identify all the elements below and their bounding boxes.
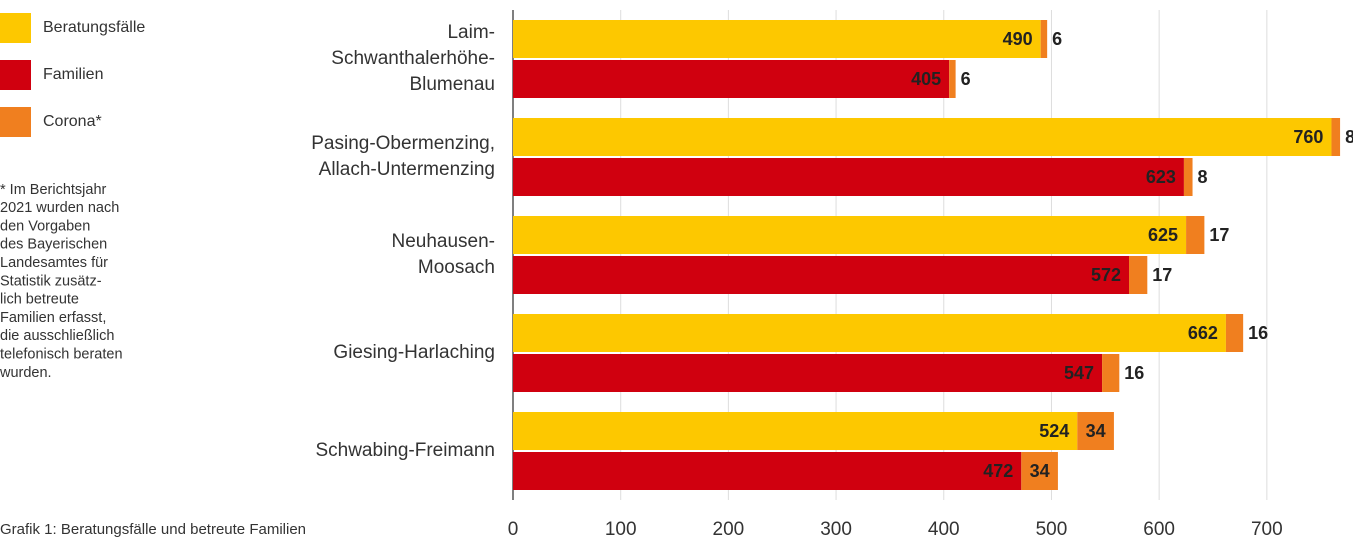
value-label: 524 bbox=[1039, 421, 1069, 441]
note-line: den Vorgaben bbox=[0, 218, 90, 234]
bar bbox=[513, 216, 1187, 254]
bar-segment bbox=[949, 60, 956, 98]
value-label: 8 bbox=[1198, 167, 1208, 187]
category-label: Pasing-Obermenzing, bbox=[311, 133, 495, 154]
bar-segment bbox=[1102, 354, 1120, 392]
x-tick-label: 300 bbox=[820, 519, 852, 540]
x-tick-label: 0 bbox=[508, 519, 519, 540]
legend-label: Beratungsfälle bbox=[43, 19, 145, 36]
legend-swatch bbox=[0, 13, 31, 43]
value-label: 34 bbox=[1030, 461, 1050, 481]
x-tick-label: 500 bbox=[1036, 519, 1068, 540]
value-label: 760 bbox=[1293, 127, 1323, 147]
bar bbox=[513, 354, 1103, 392]
bar-segment bbox=[1129, 256, 1148, 294]
value-label: 490 bbox=[1003, 29, 1033, 49]
value-label: 6 bbox=[961, 69, 971, 89]
value-label: 625 bbox=[1148, 225, 1178, 245]
value-label: 623 bbox=[1146, 167, 1176, 187]
category-label: Blumenau bbox=[409, 74, 495, 95]
bar-segment bbox=[1077, 412, 1114, 450]
bar-segment bbox=[1186, 216, 1205, 254]
x-tick-label: 700 bbox=[1251, 519, 1283, 540]
value-label: 34 bbox=[1086, 421, 1106, 441]
note-line: Statistik zusätz- bbox=[0, 273, 102, 289]
note-line: Familien erfasst, bbox=[0, 310, 106, 326]
category-label: Schwabing-Freimann bbox=[315, 440, 495, 461]
bar-segment bbox=[1040, 20, 1048, 58]
note-line: 2021 wurden nach bbox=[0, 200, 119, 216]
category-label: Moosach bbox=[418, 257, 495, 278]
bar bbox=[513, 256, 1129, 294]
value-label: 662 bbox=[1188, 323, 1218, 343]
legend-swatch bbox=[0, 107, 31, 137]
bar bbox=[513, 20, 1041, 58]
value-label: 17 bbox=[1209, 225, 1229, 245]
value-label: 405 bbox=[911, 69, 941, 89]
value-label: 547 bbox=[1064, 363, 1094, 383]
note-line: * Im Berichtsjahr bbox=[0, 182, 107, 198]
category-label: Giesing-Harlaching bbox=[333, 342, 495, 363]
x-tick-label: 600 bbox=[1143, 519, 1175, 540]
caption: Grafik 1: Beratungsfälle und betreute Fa… bbox=[0, 521, 306, 538]
legend-swatch bbox=[0, 60, 31, 90]
bar bbox=[513, 118, 1332, 156]
note-line: Landesamtes für bbox=[0, 255, 108, 271]
x-tick-label: 200 bbox=[713, 519, 745, 540]
value-label: 6 bbox=[1052, 29, 1062, 49]
note-line: die ausschließlich bbox=[0, 328, 114, 344]
bar-segment bbox=[1183, 158, 1193, 196]
bar-segment bbox=[1021, 452, 1058, 490]
value-label: 572 bbox=[1091, 265, 1121, 285]
value-label: 8 bbox=[1345, 127, 1353, 147]
bar-segment bbox=[1331, 118, 1341, 156]
value-label: 16 bbox=[1124, 363, 1144, 383]
bar bbox=[513, 412, 1078, 450]
value-label: 472 bbox=[983, 461, 1013, 481]
x-tick-label: 400 bbox=[928, 519, 960, 540]
category-label: Schwanthalerhöhe- bbox=[331, 48, 495, 69]
bar-segment bbox=[1225, 314, 1244, 352]
category-label: Allach-Untermenzing bbox=[319, 159, 495, 180]
note-line: wurden. bbox=[0, 365, 52, 381]
category-label: Neuhausen- bbox=[391, 231, 495, 252]
note-line: lich betreute bbox=[0, 292, 79, 308]
bar bbox=[513, 60, 950, 98]
bar bbox=[513, 158, 1184, 196]
x-tick-label: 100 bbox=[605, 519, 637, 540]
value-label: 16 bbox=[1248, 323, 1268, 343]
legend-label: Familien bbox=[43, 66, 103, 83]
value-label: 17 bbox=[1152, 265, 1172, 285]
legend-label: Corona* bbox=[43, 113, 102, 130]
category-label: Laim- bbox=[447, 22, 495, 43]
bar bbox=[513, 452, 1022, 490]
bar bbox=[513, 314, 1226, 352]
note-line: des Bayerischen bbox=[0, 237, 107, 253]
note-line: telefonisch beraten bbox=[0, 347, 123, 363]
